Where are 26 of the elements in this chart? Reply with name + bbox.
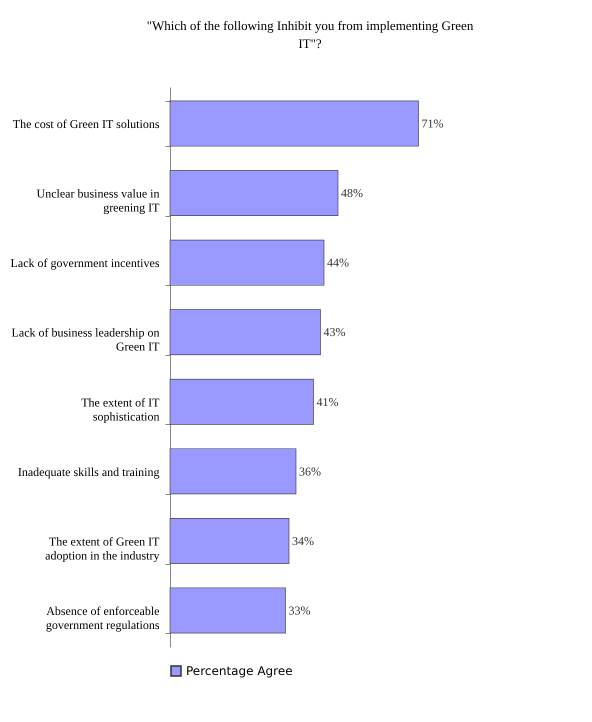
chart-title: "Which of the following Inhibit you from implementing Green IT"?: [146, 18, 474, 51]
bar: [170, 448, 296, 494]
bar: [170, 170, 338, 216]
data-label: 48%: [341, 186, 363, 200]
bar: [170, 100, 419, 146]
y-tick-label: Unclear business value in greening IT: [36, 186, 160, 215]
y-tick-label: Inadequate skills and training: [18, 464, 160, 479]
data-label: 41%: [316, 394, 338, 409]
bar: [170, 588, 286, 634]
y-tick-label: Lack of government incentives: [10, 256, 160, 270]
bar: [170, 309, 321, 356]
bar: [170, 518, 290, 564]
data-label: 33%: [288, 603, 310, 618]
data-label: 43%: [324, 325, 346, 340]
bar: [170, 378, 314, 425]
y-tick-label: The cost of Green IT solutions: [12, 117, 160, 132]
y-tick-label: Lack of business leadership on Green IT: [12, 326, 160, 354]
data-label: 36%: [299, 464, 321, 478]
y-tick-label: The extent of IT sophistication: [81, 395, 160, 424]
bar: [170, 240, 324, 286]
data-label: 34%: [292, 534, 314, 548]
y-tick-label: The extent of Green IT adoption in the industry: [45, 534, 160, 562]
legend-label: Percentage Agree: [186, 664, 293, 678]
data-label: 44%: [327, 256, 349, 270]
y-tick-label: Absence of enforceable government regulations: [46, 604, 160, 632]
data-label: 71%: [422, 116, 444, 131]
